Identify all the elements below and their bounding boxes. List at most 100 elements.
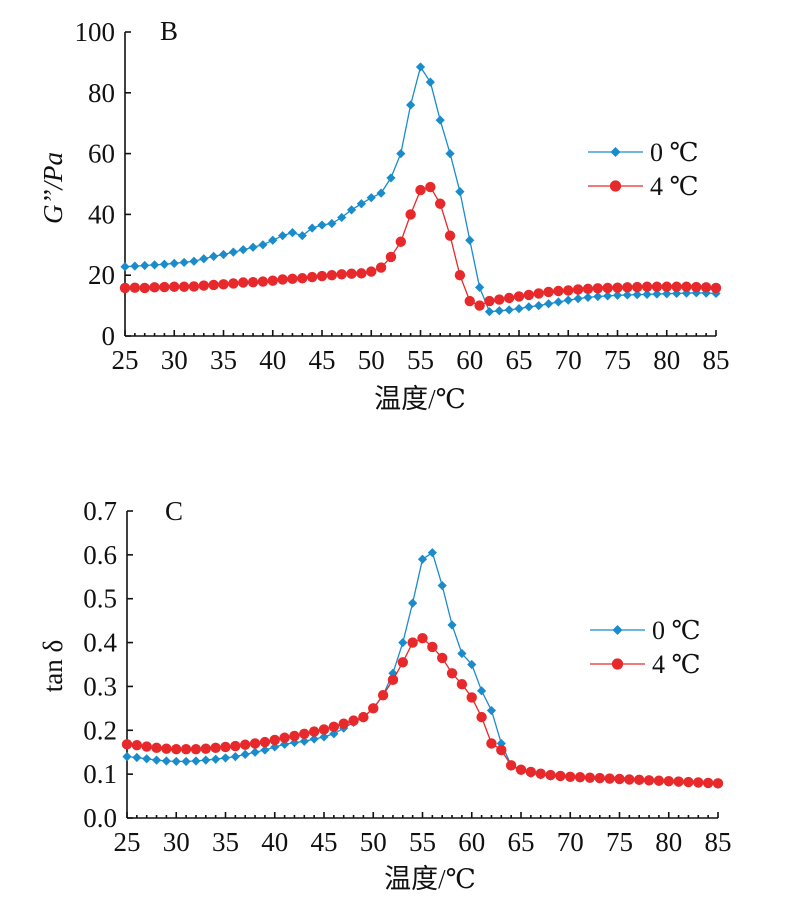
data-point <box>189 256 199 266</box>
data-point <box>467 659 477 670</box>
data-point <box>474 300 485 311</box>
data-point <box>238 277 249 288</box>
data-point <box>604 773 615 784</box>
data-point <box>406 100 416 110</box>
data-point <box>209 251 219 261</box>
data-point <box>634 774 645 786</box>
panel-label: C <box>165 496 183 526</box>
legend-label: 4 ℃ <box>652 650 701 679</box>
data-point <box>417 632 428 644</box>
data-point <box>582 283 594 295</box>
data-point <box>228 247 238 257</box>
data-point <box>444 230 456 241</box>
data-point <box>447 620 457 630</box>
x-tick-label: 30 <box>161 345 188 375</box>
data-point <box>218 249 229 260</box>
data-point <box>691 288 701 298</box>
data-point <box>269 734 280 746</box>
data-point <box>415 62 426 72</box>
data-point <box>307 223 317 233</box>
data-point <box>435 115 445 125</box>
data-point <box>673 776 684 787</box>
data-point <box>592 283 603 294</box>
data-point <box>260 745 270 755</box>
data-point <box>287 228 298 238</box>
data-point <box>336 269 347 280</box>
x-axis-label: 温度/℃ <box>384 864 476 894</box>
data-point <box>346 205 357 215</box>
x-tick-label: 40 <box>261 827 288 857</box>
data-point <box>200 743 211 754</box>
data-point <box>249 738 261 749</box>
data-point <box>277 274 288 285</box>
data-point <box>299 736 309 746</box>
x-tick-label: 55 <box>409 827 436 857</box>
data-point <box>178 281 190 292</box>
data-point <box>425 181 436 193</box>
y-tick-label: 20 <box>88 260 115 290</box>
data-point <box>356 268 367 279</box>
data-point <box>555 770 566 782</box>
x-tick-label: 80 <box>653 345 680 375</box>
data-point <box>119 282 131 294</box>
data-point <box>397 657 408 668</box>
x-tick-label: 55 <box>407 345 434 375</box>
x-tick-label: 65 <box>506 345 533 375</box>
data-point <box>326 270 338 281</box>
data-point <box>385 251 397 263</box>
data-point <box>130 261 140 271</box>
y-tick-label: 0.4 <box>83 628 117 658</box>
x-tick-label: 45 <box>309 345 336 375</box>
data-point <box>683 776 694 788</box>
x-axis-label: 温度/℃ <box>374 384 466 414</box>
data-point <box>503 292 515 304</box>
data-point <box>169 258 179 268</box>
data-point <box>278 231 288 241</box>
data-point <box>376 188 386 198</box>
x-tick-label: 60 <box>458 827 485 857</box>
x-tick-label: 70 <box>555 345 582 375</box>
data-point <box>427 548 437 558</box>
data-point <box>543 299 554 309</box>
data-point <box>250 747 260 757</box>
data-point <box>328 721 340 732</box>
data-point <box>445 149 455 159</box>
data-point <box>238 245 248 255</box>
data-point <box>140 260 150 271</box>
data-point <box>308 726 320 737</box>
data-point <box>594 772 605 784</box>
data-point <box>553 297 563 307</box>
y-tick-label: 0.2 <box>83 715 117 745</box>
data-point <box>337 212 347 223</box>
data-point <box>211 754 221 764</box>
legend-label: 4 ℃ <box>650 172 699 201</box>
chart-panel-b: B G’’/Pa 温度/℃ 25 30 35 40 45 50 55 60 65 70 75 80 85… <box>38 16 730 414</box>
data-point <box>563 295 573 305</box>
data-point <box>612 282 623 293</box>
data-point <box>477 686 487 696</box>
data-point <box>486 705 497 716</box>
x-tick-label: 50 <box>360 827 387 857</box>
data-point <box>643 775 655 786</box>
data-point <box>131 739 143 751</box>
data-point <box>132 752 142 763</box>
data-point <box>553 285 564 297</box>
data-point <box>316 270 328 282</box>
data-point <box>387 674 399 686</box>
data-point <box>435 198 446 209</box>
data-point <box>534 301 544 311</box>
x-tick-label: 30 <box>163 827 190 857</box>
y-tick-label: 0 <box>102 321 116 351</box>
panel-label: B <box>160 16 178 46</box>
y-tick-label: 0.0 <box>83 803 117 833</box>
data-point <box>317 220 327 230</box>
data-point <box>710 282 722 294</box>
data-point <box>642 289 652 299</box>
data-point <box>159 281 170 293</box>
data-point <box>141 741 152 752</box>
data-point <box>267 275 278 286</box>
y-tick-label: 0.3 <box>83 671 117 701</box>
data-point <box>417 554 428 564</box>
data-point <box>651 281 663 292</box>
y-tick-label: 0.6 <box>83 540 117 570</box>
